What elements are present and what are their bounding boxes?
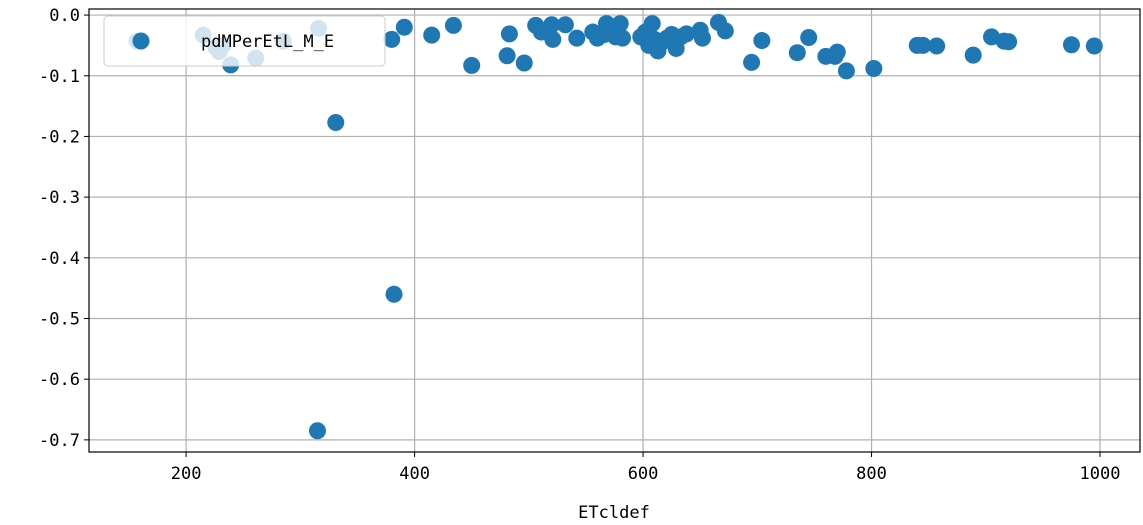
data-point — [837, 62, 855, 80]
y-tick-label: -0.3 — [39, 188, 80, 208]
data-point — [544, 30, 562, 48]
data-point — [568, 29, 586, 47]
data-point — [556, 16, 574, 34]
x-axis: 200 400 600 800 1000 — [171, 452, 1121, 484]
data-point — [383, 30, 401, 48]
data-point — [327, 113, 345, 131]
data-point — [543, 16, 561, 34]
data-point — [800, 29, 818, 47]
plot-frame — [88, 8, 1141, 453]
data-point — [613, 29, 631, 47]
y-tick-label: -0.2 — [39, 127, 80, 147]
data-points — [128, 13, 1103, 440]
data-point — [385, 285, 403, 303]
data-point — [611, 15, 629, 33]
data-point — [500, 25, 518, 43]
data-point — [1085, 37, 1103, 55]
x-tick-label: 800 — [856, 464, 887, 484]
data-point — [865, 59, 883, 77]
data-point — [743, 53, 761, 71]
legend: pdMPerEtL_M_E — [103, 15, 386, 67]
data-point — [423, 26, 441, 44]
y-tick-label: -0.5 — [39, 309, 80, 329]
data-point — [753, 32, 771, 50]
y-tick-label: -0.7 — [39, 431, 80, 451]
x-tick-label: 600 — [628, 464, 659, 484]
data-point — [716, 22, 734, 40]
y-axis: 0.0 -0.1 -0.2 -0.3 -0.4 -0.5 -0.6 -0.7 — [39, 6, 89, 451]
data-point — [928, 37, 946, 55]
legend-label: pdMPerEtL_M_E — [201, 32, 334, 52]
y-tick-label: -0.1 — [39, 67, 80, 87]
data-point — [643, 15, 661, 33]
data-point — [395, 18, 413, 36]
data-point — [515, 54, 533, 72]
x-tick-label: 400 — [399, 464, 430, 484]
data-point — [914, 36, 932, 54]
legend-box — [103, 15, 386, 67]
y-tick-label: -0.6 — [39, 370, 80, 390]
data-point — [463, 56, 481, 74]
data-point — [308, 422, 326, 440]
data-point — [444, 16, 462, 34]
data-point — [788, 44, 806, 62]
y-tick-label: 0.0 — [49, 6, 80, 26]
data-point — [1062, 36, 1080, 54]
data-point — [498, 47, 516, 65]
grid-lines — [89, 9, 1140, 452]
y-tick-label: -0.4 — [39, 249, 80, 269]
data-point — [964, 46, 982, 64]
data-point — [693, 29, 711, 47]
x-tick-label: 1000 — [1080, 464, 1121, 484]
x-tick-label: 200 — [171, 464, 202, 484]
x-axis-label: ETcldef — [578, 503, 650, 523]
legend-marker — [132, 32, 150, 50]
data-point — [677, 25, 695, 43]
data-point — [828, 43, 846, 61]
data-point — [1000, 33, 1018, 51]
